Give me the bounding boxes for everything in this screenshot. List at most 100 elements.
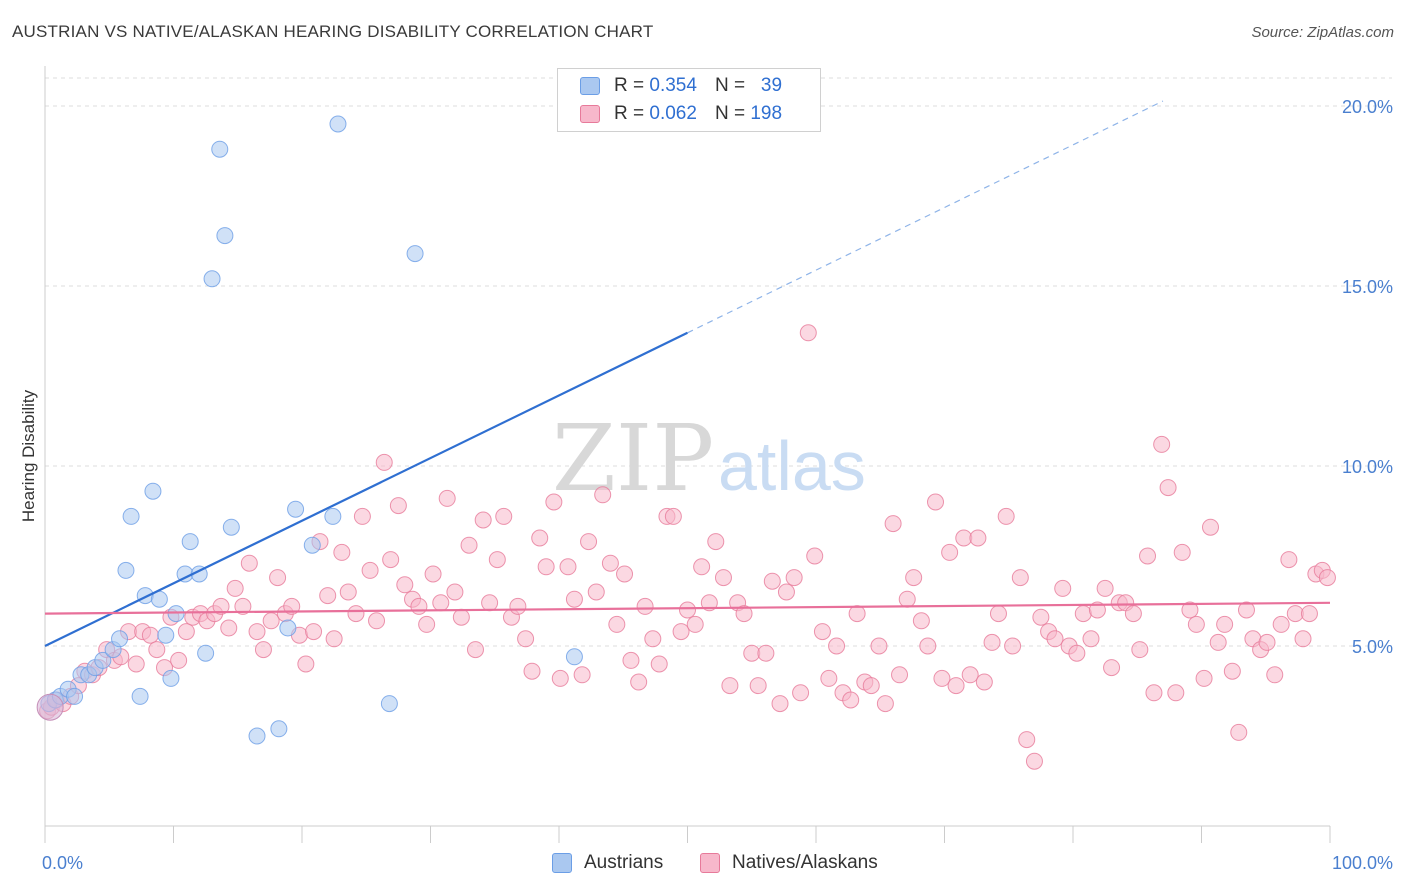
native-point (664, 507, 682, 525)
x-tick-label: 0.0% (42, 853, 83, 873)
native-point (240, 554, 258, 572)
native-point (749, 677, 767, 695)
native-point (842, 691, 860, 709)
native-point (1153, 435, 1171, 453)
austrian-point (329, 115, 347, 133)
native-point (551, 669, 569, 687)
native-point (813, 623, 831, 641)
native-point (339, 583, 357, 601)
native-point (1088, 601, 1106, 619)
native-point (891, 666, 909, 684)
bottom-legend-natives: Natives/Alaskans (700, 852, 878, 874)
chart-title: AUSTRIAN VS NATIVE/ALASKAN HEARING DISAB… (12, 22, 654, 41)
watermark-atlas: atlas (718, 427, 866, 505)
legend-r-label: R = (614, 103, 645, 124)
austrian-point (216, 227, 234, 245)
native-point (1280, 551, 1298, 569)
native-point (1181, 601, 1199, 619)
native-point (714, 569, 732, 587)
native-point (947, 677, 965, 695)
austrian-point (117, 561, 135, 579)
native-point (679, 601, 696, 619)
native-point (792, 684, 810, 702)
native-point (580, 533, 598, 551)
legend-r-austrians: 0.354 (649, 75, 697, 96)
native-point (1046, 630, 1064, 648)
austrian-point (122, 507, 140, 525)
native-point (587, 583, 605, 601)
native-point (170, 651, 188, 669)
native-point (686, 615, 704, 633)
austrian-point (131, 687, 149, 705)
native-point (488, 551, 506, 569)
native-point (961, 666, 979, 684)
watermark: ZIP atlas (552, 405, 866, 512)
native-point (848, 605, 866, 623)
native-point (523, 662, 541, 680)
bottom-swatch-austrians (552, 853, 572, 873)
native-point (997, 507, 1015, 525)
natives-trend-line (44, 601, 1331, 615)
native-point (1167, 684, 1185, 702)
austrian-point (94, 651, 112, 669)
native-point (1266, 666, 1284, 684)
native-point (735, 605, 753, 623)
native-point (269, 569, 287, 587)
native-point (389, 497, 407, 515)
native-point (495, 507, 513, 525)
bottom-swatch-natives (700, 853, 720, 873)
native-point (573, 666, 591, 684)
data-points (36, 115, 1336, 770)
cluster-point (36, 693, 64, 721)
native-point (305, 623, 323, 641)
native-point (905, 569, 923, 587)
native-point (452, 608, 470, 626)
y-tick-label: 15.0% (1342, 277, 1393, 297)
native-point (517, 630, 535, 648)
bottom-legend-austrians: Austrians (552, 852, 663, 874)
legend-n-austrians: 39 (760, 75, 783, 96)
native-point (396, 576, 414, 594)
native-point (424, 565, 442, 583)
native-point (410, 597, 428, 615)
native-point (927, 493, 945, 511)
austrian-point (279, 619, 297, 637)
native-point (650, 655, 668, 673)
native-point (1124, 605, 1142, 623)
native-point (806, 547, 824, 565)
axis-labels: 5.0% 10.0% 15.0% 20.0% 0.0% 100.0% Hearing Dis… (19, 97, 1393, 873)
native-point (446, 583, 464, 601)
native-point (1237, 601, 1255, 619)
native-point (212, 597, 230, 615)
native-point (368, 612, 386, 630)
legend-n-natives: 198 (750, 103, 783, 124)
native-point (531, 529, 549, 547)
legend-row-natives: R = 0.062 N = 198 (580, 102, 782, 126)
native-point (1159, 479, 1177, 497)
native-point (1272, 615, 1290, 633)
legend-r-natives: 0.062 (649, 103, 697, 124)
native-point (601, 554, 619, 572)
austrian-point (111, 630, 129, 648)
native-point (177, 623, 195, 641)
native-point (884, 515, 902, 533)
native-point (912, 612, 930, 630)
austrian-point (181, 533, 199, 551)
native-point (248, 623, 266, 641)
watermark-zip: ZIP (552, 405, 714, 512)
native-point (1318, 569, 1336, 587)
bottom-label-natives: Natives/Alaskans (732, 852, 878, 873)
native-point (757, 644, 775, 662)
austrian-point (248, 727, 266, 745)
legend-n-label: N = (714, 103, 746, 124)
austrian-point (211, 140, 229, 158)
native-point (565, 590, 583, 608)
native-point (254, 641, 272, 659)
native-point (1145, 684, 1163, 702)
native-point (1131, 641, 1149, 659)
native-point (1096, 579, 1114, 597)
native-point (636, 597, 654, 615)
native-point (1286, 605, 1304, 623)
austrian-point (203, 270, 221, 288)
legend-r-label: R = (614, 75, 645, 96)
